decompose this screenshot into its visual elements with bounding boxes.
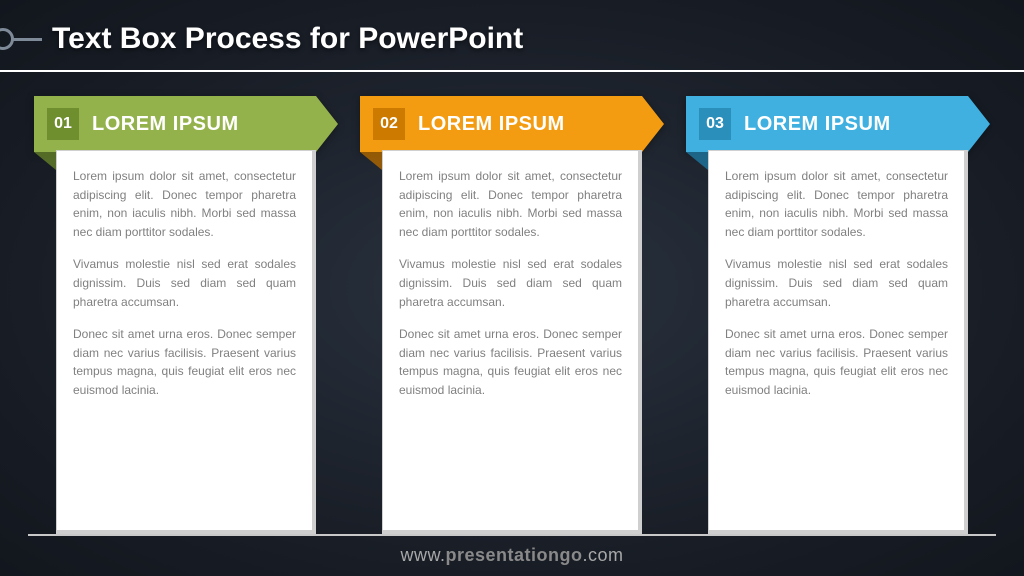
footer-url: www.presentationgo.com [0, 545, 1024, 566]
ribbon-fold-icon [34, 152, 56, 170]
paragraph: Vivamus molestie nisl sed erat sodales d… [725, 255, 948, 311]
process-card-2: 02 LOREM IPSUM Lorem ipsum dolor sit ame… [360, 96, 664, 534]
arrow-header-2: 02 LOREM IPSUM [360, 96, 664, 152]
ribbon-fold-icon [360, 152, 382, 170]
paragraph: Vivamus molestie nisl sed erat sodales d… [399, 255, 622, 311]
ribbon-fold-icon [686, 152, 708, 170]
slide-title: Text Box Process for PowerPoint [52, 22, 523, 56]
arrow-header-1: 01 LOREM IPSUM [34, 96, 338, 152]
paragraph: Donec sit amet urna eros. Donec semper d… [399, 325, 622, 399]
text-box-2: Lorem ipsum dolor sit amet, consectetur … [382, 150, 642, 534]
footer-prefix: www. [400, 545, 445, 565]
text-box-1: Lorem ipsum dolor sit amet, consectetur … [56, 150, 316, 534]
column-heading: LOREM IPSUM [92, 113, 239, 136]
footer-divider [28, 534, 996, 536]
line-icon [12, 38, 42, 41]
paragraph: Vivamus molestie nisl sed erat sodales d… [73, 255, 296, 311]
number-badge: 01 [44, 105, 82, 143]
arrow-header-3: 03 LOREM IPSUM [686, 96, 990, 152]
title-divider [0, 70, 1024, 72]
number-label: 01 [54, 115, 72, 133]
paragraph: Lorem ipsum dolor sit amet, consectetur … [399, 167, 622, 241]
paragraph: Donec sit amet urna eros. Donec semper d… [73, 325, 296, 399]
slide-root: Text Box Process for PowerPoint 01 LOREM… [0, 0, 1024, 576]
column-heading: LOREM IPSUM [744, 113, 891, 136]
paragraph: Lorem ipsum dolor sit amet, consectetur … [725, 167, 948, 241]
number-label: 02 [380, 115, 398, 133]
number-badge: 02 [370, 105, 408, 143]
title-bullet-icon [0, 28, 42, 50]
number-badge: 03 [696, 105, 734, 143]
footer-mid: presentationgo [445, 545, 582, 565]
columns-container: 01 LOREM IPSUM Lorem ipsum dolor sit ame… [0, 96, 1024, 534]
number-label: 03 [706, 115, 724, 133]
paragraph: Donec sit amet urna eros. Donec semper d… [725, 325, 948, 399]
title-bar: Text Box Process for PowerPoint [0, 12, 1024, 66]
paragraph: Lorem ipsum dolor sit amet, consectetur … [73, 167, 296, 241]
column-heading: LOREM IPSUM [418, 113, 565, 136]
footer-suffix: .com [583, 545, 624, 565]
process-card-1: 01 LOREM IPSUM Lorem ipsum dolor sit ame… [34, 96, 338, 534]
text-box-3: Lorem ipsum dolor sit amet, consectetur … [708, 150, 968, 534]
process-card-3: 03 LOREM IPSUM Lorem ipsum dolor sit ame… [686, 96, 990, 534]
